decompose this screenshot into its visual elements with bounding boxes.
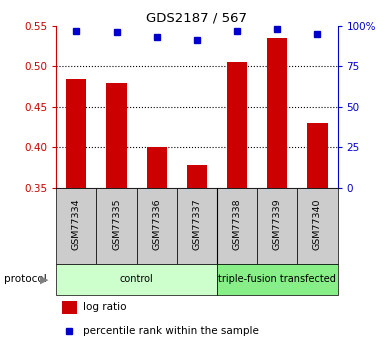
Text: GSM77336: GSM77336 — [152, 199, 161, 250]
Bar — [267, 38, 288, 188]
Text: GSM77334: GSM77334 — [72, 199, 81, 250]
Bar — [187, 165, 207, 188]
Bar — [217, 264, 338, 295]
Bar — [217, 188, 257, 264]
Bar — [257, 188, 297, 264]
Bar — [137, 188, 177, 264]
Text: percentile rank within the sample: percentile rank within the sample — [83, 326, 259, 336]
Bar — [66, 79, 87, 188]
Text: GSM77338: GSM77338 — [232, 199, 242, 250]
Bar — [56, 188, 97, 264]
Bar — [297, 188, 338, 264]
Bar — [56, 264, 217, 295]
Text: triple-fusion transfected: triple-fusion transfected — [218, 275, 336, 284]
Bar — [227, 62, 247, 188]
Bar — [97, 188, 137, 264]
Bar — [106, 83, 126, 188]
Text: control: control — [120, 275, 154, 284]
Text: GSM77335: GSM77335 — [112, 199, 121, 250]
Bar — [307, 123, 327, 188]
Bar — [147, 148, 167, 188]
Bar — [177, 188, 217, 264]
Title: GDS2187 / 567: GDS2187 / 567 — [146, 12, 248, 25]
Text: GSM77337: GSM77337 — [192, 199, 201, 250]
Bar — [62, 301, 77, 314]
Text: log ratio: log ratio — [83, 303, 126, 313]
Text: GSM77339: GSM77339 — [273, 199, 282, 250]
Text: GSM77340: GSM77340 — [313, 199, 322, 250]
Text: ▶: ▶ — [40, 275, 49, 284]
Text: protocol: protocol — [4, 275, 47, 284]
